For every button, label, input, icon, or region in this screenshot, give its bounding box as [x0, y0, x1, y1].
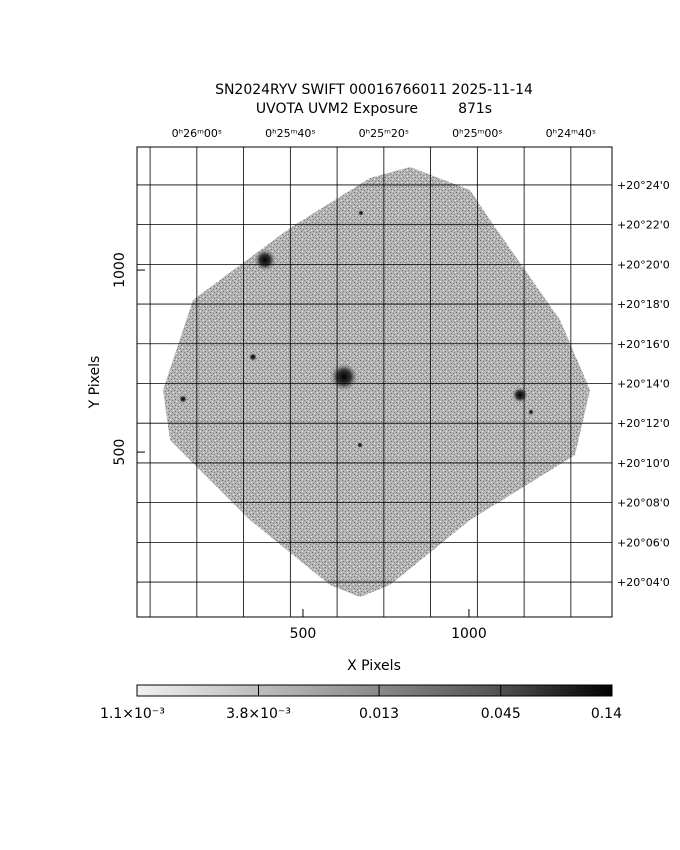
x-axis-label: X Pixels: [347, 658, 401, 674]
y2-tick-label: +20°10'0: [617, 457, 670, 470]
y2-tick-label: +20°24'0: [617, 179, 670, 192]
source: [179, 395, 187, 403]
x2-tick-label: 0ʰ25ᵐ20ˢ: [359, 127, 409, 140]
exposure-region: [163, 167, 590, 597]
colorbar-tick-label: 1.1×10⁻³: [100, 706, 165, 722]
y2-tick-label: +20°16'0: [617, 338, 670, 351]
frame: [136, 146, 613, 618]
colorbar-tick-label: 3.8×10⁻³: [226, 706, 291, 722]
y-axis-label: Y Pixels: [87, 356, 103, 410]
source: [254, 249, 276, 271]
y2-tick-label: +20°14'0: [617, 377, 670, 390]
y-tick-label: 1000: [112, 252, 128, 288]
title: SN2024RYV SWIFT 00016766011 2025-11-14: [215, 82, 533, 98]
x2-tick-label: 0ʰ25ᵐ00ˢ: [452, 127, 502, 140]
colorbar-tick-label: 0.013: [359, 706, 399, 722]
x-tick-label: 500: [290, 626, 317, 642]
image: [163, 167, 590, 597]
y2-tick-label: +20°12'0: [617, 417, 670, 430]
colorbar: [136, 684, 613, 697]
grid: [137, 147, 612, 617]
y2-tick-label: +20°22'0: [617, 219, 670, 232]
subtitle: UVOTA UVM2 Exposure 871s: [256, 101, 492, 117]
x-tick-label: 1000: [451, 626, 487, 642]
y2-tick-label: +20°18'0: [617, 298, 670, 311]
x2-tick-label: 0ʰ25ᵐ40ˢ: [265, 127, 315, 140]
source: [357, 442, 363, 448]
source: [528, 409, 534, 415]
source: [358, 210, 364, 216]
y2-tick-label: +20°08'0: [617, 497, 670, 510]
colorbar-tick-label: 0.14: [591, 706, 622, 722]
y2-tick-label: +20°06'0: [617, 536, 670, 549]
y-tick-label: 500: [112, 439, 128, 466]
y2-tick-label: +20°04'0: [617, 576, 670, 589]
x2-tick-label: 0ʰ26ᵐ00ˢ: [172, 127, 222, 140]
colorbar-tick-label: 0.045: [481, 706, 521, 722]
source: [512, 387, 528, 403]
source: [330, 363, 358, 391]
source: [249, 353, 257, 361]
x2-tick-label: 0ʰ24ᵐ40ˢ: [546, 127, 596, 140]
y2-tick-label: +20°20'0: [617, 258, 670, 271]
